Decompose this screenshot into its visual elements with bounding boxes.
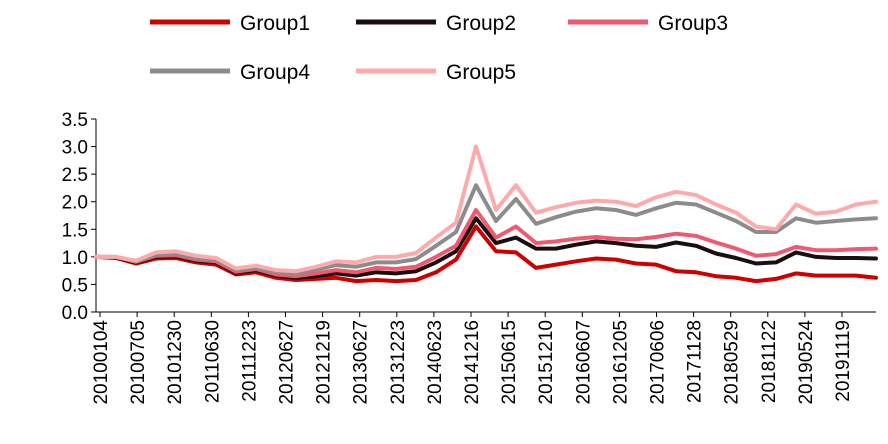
x-tick-label: 20170606 <box>648 320 669 405</box>
x-axis: 20100104 20100705 20101230 20110630 20111223… <box>91 311 876 405</box>
y-tick-label: 2.0 <box>62 193 88 214</box>
x-tick-label: 20150615 <box>499 320 520 405</box>
x-tick-label: 20171128 <box>685 320 706 403</box>
y-tick-label: 3.0 <box>62 138 88 159</box>
plot-lines <box>94 144 878 284</box>
y-tick-label: 1.5 <box>62 220 88 241</box>
y-tick-label: 1.0 <box>62 248 88 269</box>
legend-label-group2: Group2 <box>446 12 516 35</box>
x-tick-label: 20151210 <box>536 320 557 405</box>
x-tick-label: 20181122 <box>759 320 780 403</box>
x-tick-label: 20191119 <box>833 320 854 402</box>
legend-label-group5: Group5 <box>446 61 516 84</box>
legend-label-group3: Group3 <box>658 12 728 35</box>
x-tick-label: 20161205 <box>610 320 631 405</box>
y-tick-label: 2.5 <box>62 165 88 186</box>
x-tick-label: 20130627 <box>351 320 372 405</box>
x-tick-label: 20190524 <box>796 320 817 405</box>
x-tick-label: 20140623 <box>425 320 446 405</box>
x-tick-label: 20100705 <box>128 320 149 405</box>
x-tick-label: 20131223 <box>388 320 409 405</box>
y-axis: 0.0 0.5 1.0 1.5 2.0 2.5 3.0 3.5 <box>62 110 97 324</box>
x-tick-label: 20100104 <box>91 320 112 405</box>
x-tick-label: 20101230 <box>165 320 186 405</box>
x-tick-label: 20160607 <box>573 320 594 405</box>
legend: Group1 Group2 Group3 Group4 Group5 <box>150 12 728 84</box>
y-tick-label: 0.5 <box>62 275 88 296</box>
legend-label-group1: Group1 <box>240 12 310 35</box>
x-tick-label: 20111223 <box>239 320 260 402</box>
legend-label-group4: Group4 <box>240 61 310 84</box>
x-tick-label: 20110630 <box>202 320 223 403</box>
series-line-group5 <box>94 144 878 274</box>
y-tick-label: 0.0 <box>62 303 88 324</box>
x-tick-label: 20180529 <box>722 320 743 405</box>
x-tick-label: 20120627 <box>277 320 298 405</box>
x-tick-label: 20141216 <box>462 320 483 405</box>
x-tick-label: 20121219 <box>314 320 335 405</box>
y-tick-label: 3.5 <box>62 110 88 131</box>
